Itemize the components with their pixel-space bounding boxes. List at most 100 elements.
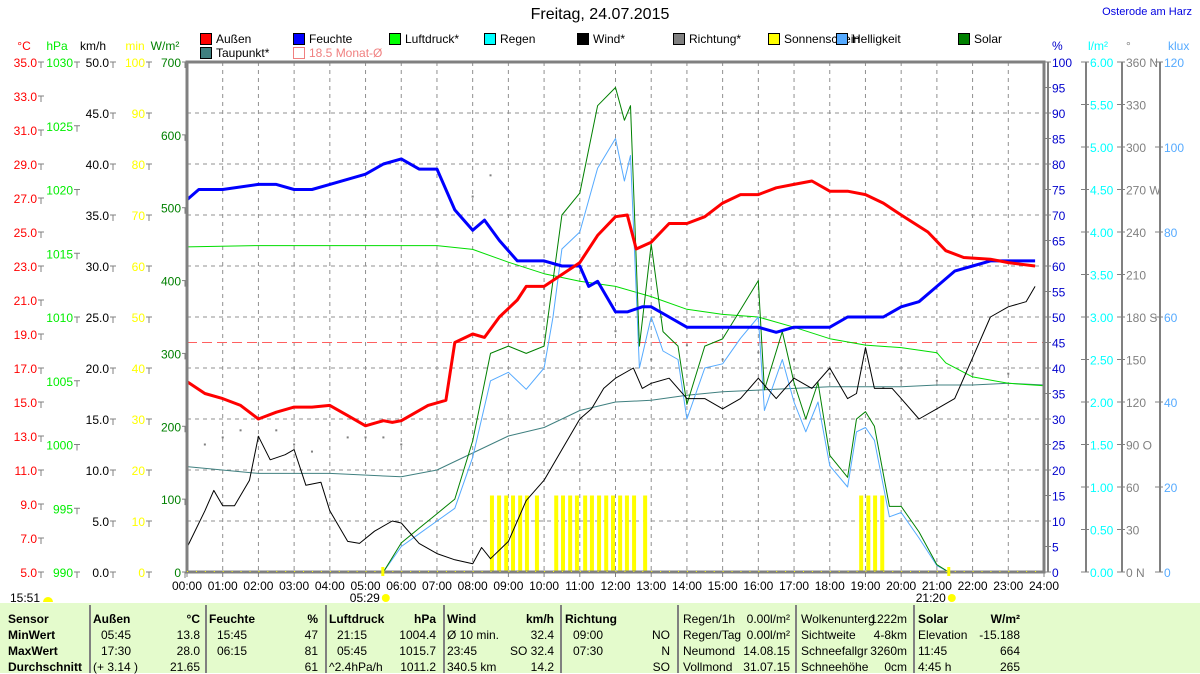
table-cell: 265: [999, 660, 1020, 674]
baseline-dot: [499, 571, 501, 572]
baseline-dot: [553, 571, 555, 572]
baseline-dot: [633, 571, 635, 572]
direction-dot: [382, 436, 385, 439]
table-divider: [560, 605, 562, 673]
axis-tick-label: 29.0: [14, 158, 38, 172]
series-line-wind: [186, 286, 1036, 565]
axis-tick-label: 210: [1126, 269, 1146, 283]
table-cell: 32.4: [530, 628, 554, 642]
axis-tick-label: 1010: [46, 311, 73, 325]
baseline-dot: [767, 571, 769, 572]
table-divider: [913, 605, 915, 673]
sunshine-bar: [489, 495, 494, 572]
table-cell: 4:45 h: [918, 660, 952, 674]
axis-unit-brightness: klux: [1168, 39, 1189, 53]
legend-label: Wind*: [593, 32, 626, 46]
table-cell: Richtung: [565, 612, 617, 626]
sunshine-bar: [866, 495, 871, 572]
sunshine-bar: [583, 495, 588, 572]
series-line-außen: [186, 179, 1036, 428]
sunshine-bar: [574, 495, 579, 572]
axis-tick-label: 35.0: [86, 209, 110, 223]
baseline-dot: [838, 571, 840, 572]
table-cell: Solar: [918, 612, 949, 626]
x-axis-tick-label: 10:00: [529, 579, 559, 593]
legend-label: Helligkeit: [852, 32, 901, 46]
baseline-dot: [517, 571, 519, 572]
axis-tick-label: 700: [161, 56, 181, 70]
direction-dot: [578, 316, 581, 318]
sunshine-bar: [632, 495, 637, 572]
baseline-dot: [204, 571, 206, 572]
axis-tick-label: 20: [1164, 481, 1178, 495]
baseline-dot: [606, 571, 608, 572]
axis-tick-label: 30: [1126, 524, 1140, 538]
baseline-dot: [660, 571, 662, 572]
baseline-dot: [249, 571, 251, 572]
table-cell: 11:45: [918, 644, 948, 658]
baseline-dot: [392, 571, 394, 572]
axis-tick-label: 0 N: [1126, 566, 1145, 580]
sunshine-bar: [873, 495, 878, 572]
axis-tick-label: 35.0: [14, 56, 38, 70]
baseline-dot: [1035, 571, 1037, 572]
table-cell: 0.00l/m²: [746, 612, 790, 626]
baseline-dot: [195, 571, 197, 572]
sunshine-total-label: 15:51: [10, 591, 54, 605]
direction-dot: [971, 372, 974, 375]
baseline-dot: [981, 571, 983, 572]
direction-dot: [900, 379, 903, 382]
legend-item: Außen: [200, 32, 251, 46]
table-cell: 21.65: [169, 660, 200, 674]
baseline-dot: [338, 571, 340, 572]
sunshine-bar: [497, 495, 502, 572]
axis-tick-label: 10: [132, 515, 146, 529]
x-axis-tick-label: 22:00: [958, 579, 988, 593]
axis-tick-label: 90: [1052, 107, 1066, 121]
table-cell: Vollmond: [683, 660, 733, 674]
legend-swatch: [389, 33, 401, 45]
legend-swatch: [200, 47, 212, 59]
table-cell: °C: [186, 612, 200, 626]
baseline-dot: [401, 571, 403, 572]
baseline-dot: [240, 571, 242, 572]
axis-tick-label: 0.50: [1090, 524, 1114, 538]
direction-dot: [685, 344, 688, 347]
axis-tick-label: 1005: [46, 375, 73, 389]
table-cell: 0.00l/m²: [746, 628, 790, 642]
axis-tick-label: 21.0: [14, 294, 38, 308]
axis-tick-label: 15: [1052, 490, 1066, 504]
axis-tick-label: 330: [1126, 99, 1146, 113]
axis-tick-label: 70: [1052, 209, 1066, 223]
baseline-dot: [651, 571, 653, 572]
baseline-dot: [311, 571, 313, 572]
table-cell: 17:30: [101, 644, 132, 658]
axis-unit-sunshine: min: [125, 39, 144, 53]
baseline-dot: [222, 571, 224, 572]
table-cell: NO: [652, 628, 670, 642]
baseline-dot: [642, 571, 644, 572]
x-axis-tick-label: 02:00: [243, 579, 273, 593]
baseline-dot: [740, 571, 742, 572]
baseline-dot: [365, 571, 367, 572]
direction-dot: [364, 436, 367, 439]
series-line-solar: [382, 87, 949, 573]
table-divider: [205, 605, 207, 673]
axis-tick-label: 40: [1052, 362, 1066, 376]
baseline-dot: [213, 571, 215, 572]
axis-tick-label: 55: [1052, 286, 1066, 300]
sunshine-bar: [518, 495, 523, 572]
baseline-dot: [347, 571, 349, 572]
baseline-dot: [544, 571, 546, 572]
axis-tick-label: 90 O: [1126, 439, 1152, 453]
axis-tick-label: 60: [1126, 481, 1140, 495]
axis-unit-humidity: %: [1052, 39, 1063, 53]
baseline-dot: [445, 571, 447, 572]
axis-tick-label: 0: [1052, 566, 1059, 580]
direction-dot: [721, 358, 724, 361]
x-axis-tick-label: 16:00: [743, 579, 773, 593]
axis-tick-label: 120: [1164, 56, 1184, 70]
sunset-time: 21:20: [916, 591, 946, 603]
weather-chart: °C 5.0 7.0 9.0 11.0 13.0 15.0 17.0 19.0 21.0 23.0 2…: [14, 39, 1190, 603]
x-axis-tick-label: 04:00: [315, 579, 345, 593]
